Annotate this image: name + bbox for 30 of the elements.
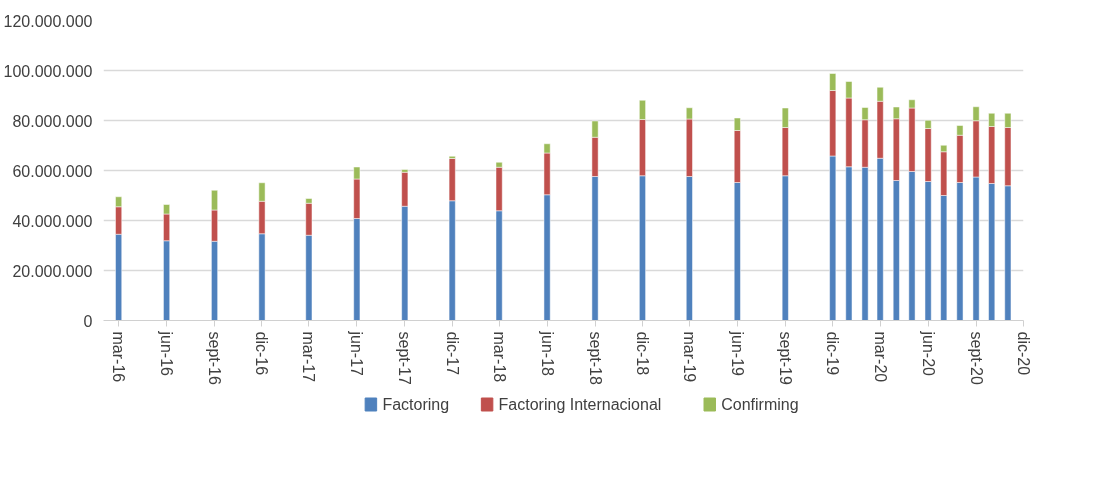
legend-label: Factoring [382,396,450,413]
x-tick-label: dic-20 [1015,331,1032,376]
x-tick-label: sept-18 [586,331,604,385]
y-tick-label: 100.000.000 [3,62,93,80]
x-tick-label: dic-17 [443,331,461,376]
x-tick-label: dic-16 [253,331,271,376]
x-tick-label: sept-20 [967,331,985,385]
y-tick-label: 20.000.000 [12,262,93,280]
x-tick-label: sept-16 [206,331,224,385]
x-tick-label: jun-17 [348,330,366,377]
x-tick-label: mar-18 [490,331,508,383]
y-tick-label: 120.000.000 [3,12,93,30]
x-tick-label: dic-19 [824,331,842,376]
x-tick-label: mar-20 [871,331,889,383]
y-tick-label: 60.000.000 [12,162,93,180]
x-tick-label: jun-16 [158,330,176,377]
x-tick-label: mar-17 [300,331,318,383]
legend-label: Confirming [721,396,799,413]
y-tick-label: 0 [83,312,93,330]
x-tick-label: sept-19 [776,331,794,385]
x-tick-label: mar-16 [110,331,128,383]
x-tick-label: jun-20 [919,330,937,377]
x-tick-label: sept-17 [396,331,414,385]
x-tick-label: dic-18 [633,331,651,376]
x-tick-label: jun-19 [728,330,746,377]
x-tick-label: mar-19 [680,331,698,383]
legend-label: Factoring Internacional [498,396,662,413]
y-tick-label: 80.000.000 [12,112,93,130]
y-tick-label: 40.000.000 [12,212,93,230]
x-tick-label: jun-18 [538,330,556,377]
